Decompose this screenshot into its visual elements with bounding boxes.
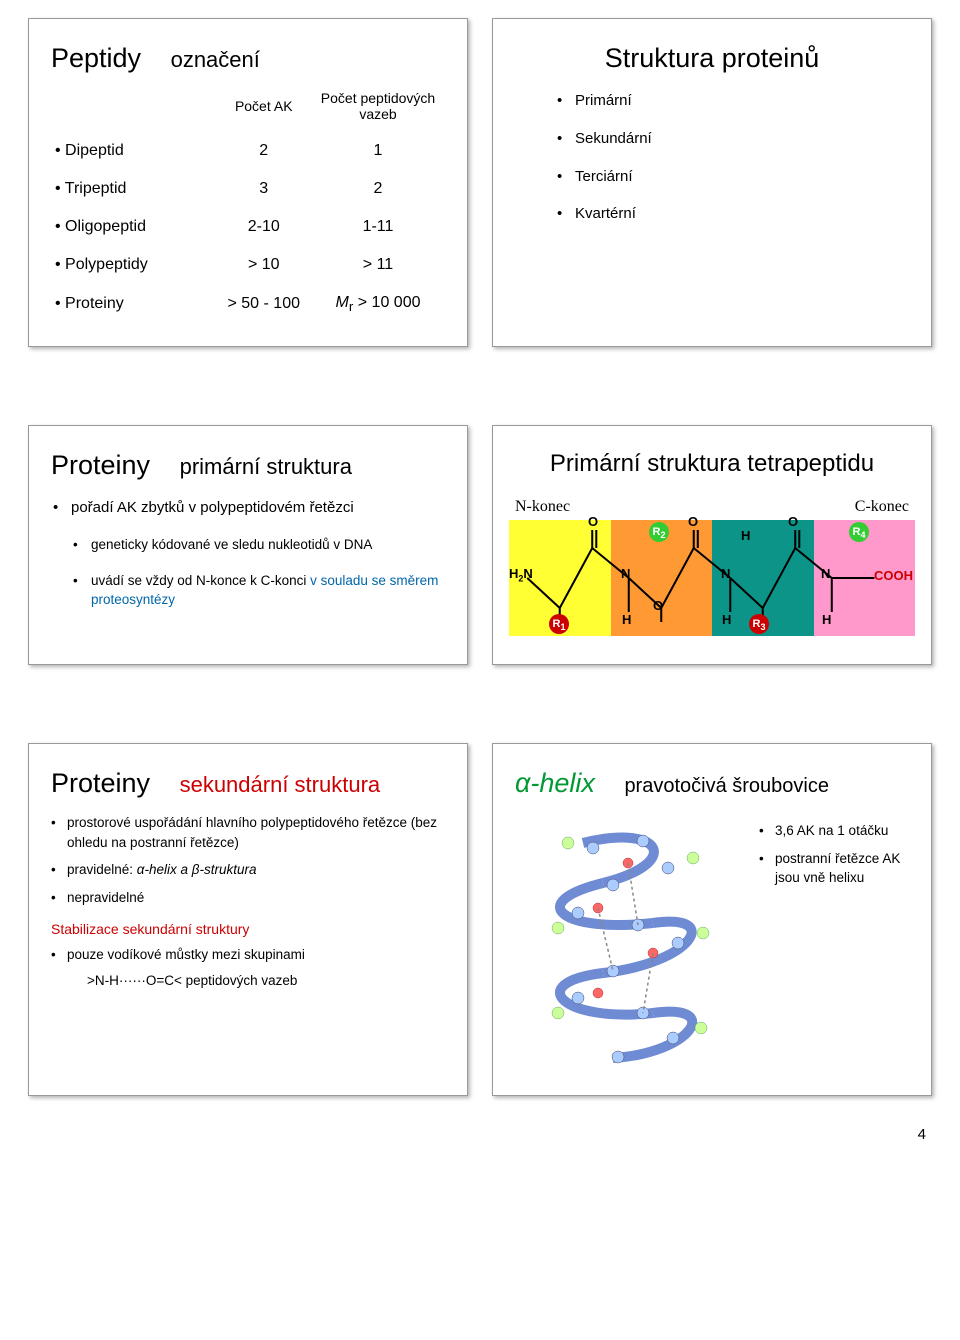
table-row-bonds: > 11 bbox=[311, 246, 445, 284]
n-label-1: N bbox=[621, 566, 630, 581]
table-row-name: Proteiny bbox=[51, 284, 216, 324]
structure-level-item: Sekundární bbox=[555, 128, 909, 150]
table-row-bonds: 1 bbox=[311, 132, 445, 170]
table-row-name: Polypeptidy bbox=[51, 246, 216, 284]
col-pocet-ak: Počet AK bbox=[216, 88, 311, 132]
panel5-title: Proteiny sekundární struktura bbox=[51, 768, 445, 799]
panel-primarni-struktura: Proteiny primární struktura pořadí AK zb… bbox=[28, 425, 468, 665]
p5-formula: >N-H······O=C< peptidových vazeb bbox=[87, 973, 445, 988]
table-row-name: Tripeptid bbox=[51, 170, 216, 208]
panel6-sidelist: 3,6 AK na 1 otáčku postranní řetězce AK … bbox=[759, 821, 909, 888]
p5-item3: nepravidelné bbox=[51, 888, 445, 908]
p6-s2: postranní řetězce AK jsou vně helixu bbox=[759, 849, 909, 888]
p5-item4: pouze vodíkové můstky mezi skupinami bbox=[51, 945, 445, 965]
n-label-2: N bbox=[721, 566, 730, 581]
panel5-list2: pouze vodíkové můstky mezi skupinami bbox=[51, 945, 445, 965]
table-row-ak: > 10 bbox=[216, 246, 311, 284]
panel-peptidy: Peptidy označení Počet AK Počet peptidov… bbox=[28, 18, 468, 347]
table-row-ak: 2 bbox=[216, 132, 311, 170]
panel6-title: α-helix pravotočivá šroubovice bbox=[515, 768, 909, 799]
p5-item2: pravidelné: α-helix a β-struktura bbox=[51, 860, 445, 880]
n-label-3: N bbox=[821, 566, 830, 581]
panel5-list: prostorové uspořádání hlavního polypepti… bbox=[51, 813, 445, 907]
panel-struktura-proteinu: Struktura proteinů Primární Sekundární Ter… bbox=[492, 18, 932, 347]
col-pocet-vazeb: Počet peptidových vazeb bbox=[311, 88, 445, 132]
o-label-1: O bbox=[588, 514, 598, 529]
o-label-3: O bbox=[788, 514, 798, 529]
p3-item1: pořadí AK zbytků v polypeptidovém řetězc… bbox=[51, 497, 445, 519]
panel3-title: Proteiny primární struktura bbox=[51, 450, 445, 481]
table-row-bonds: 2 bbox=[311, 170, 445, 208]
p6-s1: 3,6 AK na 1 otáčku bbox=[759, 821, 909, 841]
cooh-label: COOH bbox=[874, 568, 913, 583]
helix-illustration bbox=[515, 813, 751, 1073]
panel1-subtitle: označení bbox=[171, 47, 260, 72]
table-row-ak: 3 bbox=[216, 170, 311, 208]
p5-item1: prostorové uspořádání hlavního polypepti… bbox=[51, 813, 445, 852]
panel2-title: Struktura proteinů bbox=[515, 43, 909, 74]
tetrapeptide-diagram: N-konec C-konec bbox=[509, 498, 915, 636]
table-row-ak: 2-10 bbox=[216, 208, 311, 246]
table-row-ak: > 50 - 100 bbox=[216, 284, 311, 324]
p3-item2: geneticky kódované ve sledu nukleotidů v… bbox=[71, 535, 445, 555]
peptide-table: Počet AK Počet peptidových vazeb Dipepti… bbox=[51, 88, 445, 324]
panel-sekundarni-struktura: Proteiny sekundární struktura prostorové… bbox=[28, 743, 468, 1096]
table-row-name: Oligopeptid bbox=[51, 208, 216, 246]
n-terminus-label: N-konec bbox=[515, 498, 570, 516]
o-label-mid: O bbox=[653, 598, 663, 613]
c-terminus-label: C-konec bbox=[855, 498, 909, 516]
structure-level-item: Terciární bbox=[555, 166, 909, 188]
h2n-label: H2N bbox=[509, 566, 533, 584]
h-label-2: H bbox=[722, 612, 731, 627]
panel3-list: pořadí AK zbytků v polypeptidovém řetězc… bbox=[51, 497, 445, 609]
table-row-bonds: 1-11 bbox=[311, 208, 445, 246]
panel-tetrapeptide-diagram: Primární struktura tetrapeptidu N-konec … bbox=[492, 425, 932, 665]
o-label-2: O bbox=[688, 514, 698, 529]
panel4-title: Primární struktura tetrapeptidu bbox=[509, 450, 915, 478]
stabilization-heading: Stabilizace sekundární struktury bbox=[51, 921, 445, 937]
structure-level-item: Primární bbox=[555, 90, 909, 112]
structure-level-item: Kvartérní bbox=[555, 203, 909, 225]
table-row-bonds: Mr > 10 000 bbox=[311, 284, 445, 324]
h-label-top: H bbox=[741, 528, 750, 543]
p3-item3: uvádí se vždy od N-konce k C-konci v sou… bbox=[71, 571, 445, 610]
h-label-3: H bbox=[822, 612, 831, 627]
table-row-name: Dipeptid bbox=[51, 132, 216, 170]
h-label-1: H bbox=[622, 612, 631, 627]
panel-alpha-helix: α-helix pravotočivá šroubovice bbox=[492, 743, 932, 1096]
page-number: 4 bbox=[28, 1096, 932, 1143]
panel1-title-main: Peptidy bbox=[51, 43, 141, 73]
panel1-title: Peptidy označení bbox=[51, 43, 445, 74]
helix-svg bbox=[515, 813, 751, 1073]
structure-levels-list: Primární Sekundární Terciární Kvartérní bbox=[555, 90, 909, 225]
